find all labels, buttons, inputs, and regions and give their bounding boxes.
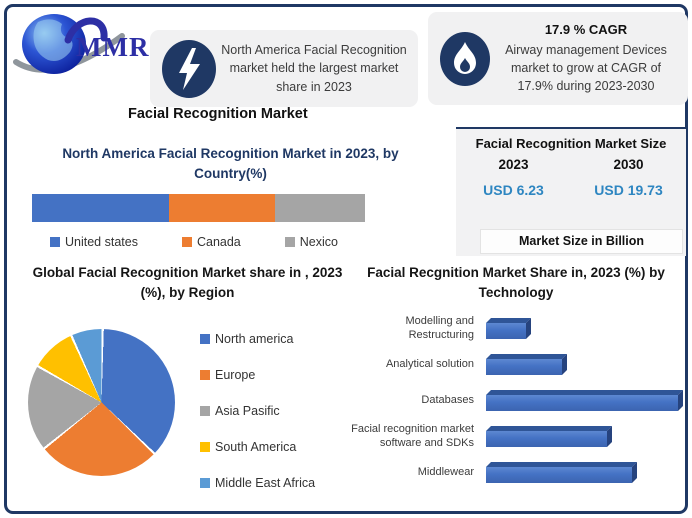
value-2023: USD 6.23 (483, 181, 544, 198)
market-size-title: Facial Recognition Market Size (475, 136, 667, 151)
region-chart-legend: North america Europe Asia Pasific South Ame… (200, 332, 315, 490)
legend-swatch (200, 478, 210, 488)
legend-label: Asia Pasific (215, 404, 280, 418)
legend-label: Nexico (299, 235, 338, 249)
legend-swatch (50, 237, 60, 247)
country-chart-title: North America Facial Recognition Market … (62, 146, 399, 182)
callout-market-share: North America Facial Recognition market … (150, 30, 418, 107)
legend-label: Middle East Africa (215, 476, 316, 490)
page-title: Facial Recognition Market (128, 106, 308, 122)
tech-bar-track (486, 354, 688, 375)
tech-bar (486, 322, 527, 339)
region-pie-chart (28, 329, 175, 476)
tech-bar-label: Analytical solution (385, 357, 474, 370)
legend-item: United states (50, 235, 138, 249)
tech-bar-row: Facial recognition market software and S… (340, 418, 688, 454)
legend-swatch (200, 334, 210, 344)
tech-bar-row: Analytical solution (340, 346, 688, 382)
legend-swatch (181, 237, 192, 247)
logo: MMR (10, 6, 160, 88)
legend-swatch (200, 442, 210, 452)
cagr-body: Airway management Devices market to grow… (505, 43, 667, 94)
stacked-segment-canada (168, 194, 276, 222)
flame-icon (440, 31, 490, 86)
globe-icon (13, 14, 125, 74)
stacked-segment-united-states (32, 194, 169, 222)
tech-bar (486, 394, 678, 411)
tech-bar (486, 466, 633, 483)
legend-item: Middle East Africa (200, 476, 315, 490)
cagr-headline: 17.9 % CAGR (544, 22, 628, 38)
technology-bar-chart: Modelling and Restructuring Analytical so… (340, 310, 688, 490)
tech-bar-row: Middlewear (340, 454, 688, 490)
tech-bar (486, 358, 562, 375)
market-size-panel: Facial Recognition Market Size 2023 2030… (456, 127, 686, 256)
legend-item: Asia Pasific (200, 404, 315, 418)
tech-bar-label: Middlewear (417, 465, 474, 478)
country-chart-legend: United states Canada Nexico (50, 235, 365, 249)
legend-label: Europe (215, 368, 256, 382)
tech-bar-track (486, 462, 688, 483)
lightning-icon (162, 39, 216, 98)
legend-label: United states (65, 235, 138, 249)
tech-bar (486, 430, 608, 447)
country-stacked-bar (32, 194, 365, 222)
logo-text: MMR (76, 32, 150, 62)
legend-item: Europe (200, 368, 315, 382)
legend-item: South America (200, 440, 315, 454)
legend-label: South America (215, 440, 297, 454)
callout-cagr: 17.9 % CAGR Airway management Devices ma… (428, 12, 688, 105)
tech-bar-track (486, 318, 688, 339)
legend-item: North america (200, 332, 315, 346)
legend-item: Nexico (284, 235, 338, 249)
legend-swatch (200, 370, 210, 380)
legend-item: Canada (181, 235, 241, 249)
legend-swatch (284, 237, 295, 247)
tech-bar-label: Modelling and Restructuring (405, 314, 475, 341)
region-chart-title: Global Facial Recognition Market share i… (32, 265, 343, 301)
stacked-segment-nexico (275, 194, 365, 222)
year-2023: 2023 (498, 156, 529, 172)
year-2030: 2030 (613, 156, 644, 172)
tech-bar-row: Databases (340, 382, 688, 418)
legend-label: North america (215, 332, 294, 346)
tech-bar-track (486, 426, 688, 447)
value-2030: USD 19.73 (594, 181, 663, 198)
tech-bar-label: Databases (421, 393, 474, 406)
technology-chart-title: Facial Recgnition Market Share in, 2023 … (367, 265, 665, 301)
tech-bar-label: Facial recognition market software and S… (351, 422, 474, 449)
legend-label: Canada (196, 235, 241, 249)
market-size-footnote: Market Size in Billion (480, 229, 683, 254)
legend-swatch (200, 406, 210, 416)
tech-bar-track (486, 390, 688, 411)
callout-market-share-text: North America Facial Recognition market … (221, 43, 407, 94)
tech-bar-row: Modelling and Restructuring (340, 310, 688, 346)
callout-cagr-text: 17.9 % CAGR Airway management Devices ma… (492, 21, 688, 95)
